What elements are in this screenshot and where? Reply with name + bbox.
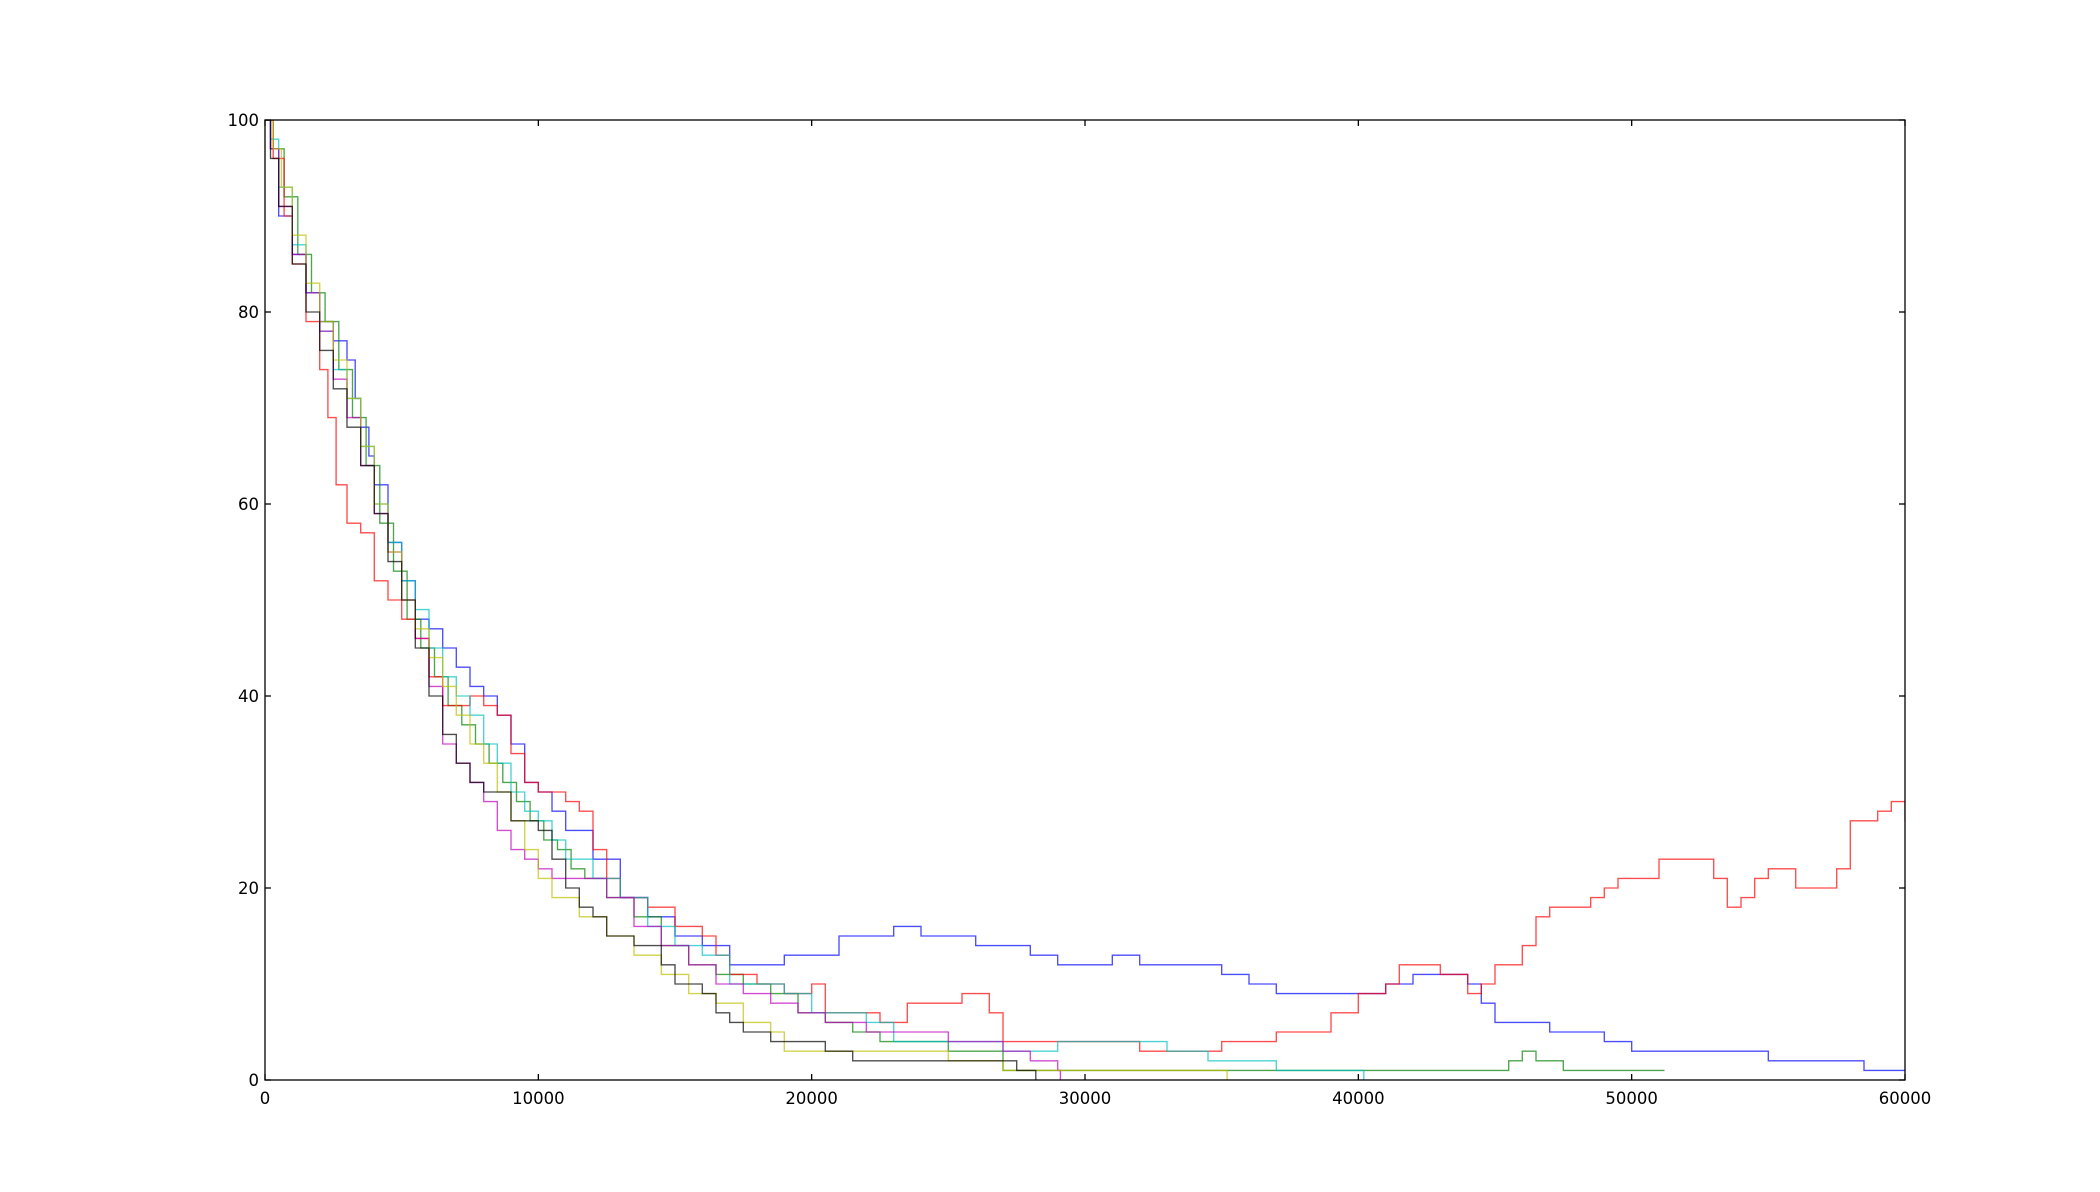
- series-line-7: [265, 120, 1037, 1080]
- series-layer: [265, 120, 1905, 1080]
- x-tick-label: 20000: [785, 1089, 838, 1108]
- x-tick-label: 60000: [1879, 1089, 1932, 1108]
- x-tick-label: 30000: [1059, 1089, 1112, 1108]
- series-line-1: [265, 120, 1905, 1072]
- series-line-5: [265, 120, 1062, 1080]
- x-tick-label: 50000: [1605, 1089, 1658, 1108]
- series-line-2: [265, 120, 1665, 1072]
- y-tick-label: 60: [238, 495, 259, 514]
- y-axis: 0 20 40 60 80 100: [228, 111, 1905, 1090]
- plot-background: [265, 120, 1905, 1080]
- x-axis: 0 10000 20000 30000 40000 50000 60000: [260, 120, 1932, 1108]
- y-tick-label: 20: [238, 879, 259, 898]
- x-tick-label: 0: [260, 1089, 271, 1108]
- x-tick-label: 40000: [1332, 1089, 1385, 1108]
- y-tick-label: 100: [228, 111, 260, 130]
- y-tick-label: 0: [249, 1071, 260, 1090]
- y-tick-label: 80: [238, 303, 259, 322]
- y-tick-label: 40: [238, 687, 259, 706]
- x-tick-label: 10000: [512, 1089, 565, 1108]
